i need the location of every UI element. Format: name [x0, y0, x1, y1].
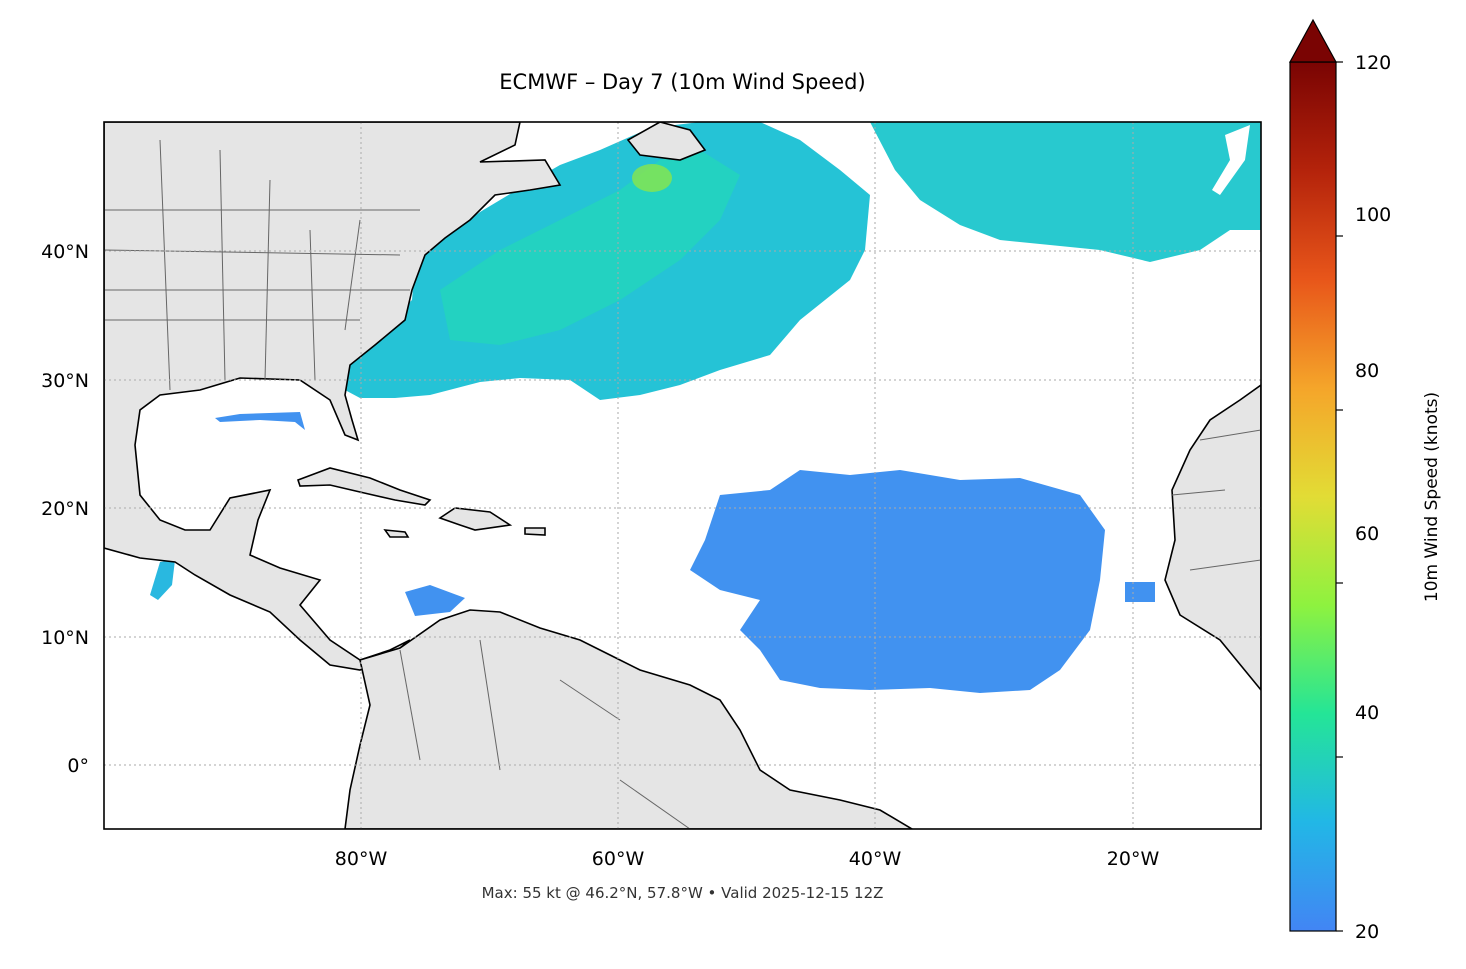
colorbar-tick-label: 120 [1355, 52, 1391, 74]
wind-region-carib [405, 585, 465, 616]
wind-region-pacific [150, 560, 175, 600]
colorbar-tick-label: 20 [1355, 921, 1379, 943]
land-africa [1164, 384, 1261, 692]
lat-tick-label: 10°N [41, 627, 89, 649]
map-title: ECMWF – Day 7 (10m Wind Speed) [499, 70, 866, 94]
lat-tick-label: 20°N [41, 498, 89, 520]
land-puerto-rico [524, 527, 546, 536]
colorbar-tick-label: 80 [1355, 360, 1379, 382]
wind-region-nw-core [440, 150, 740, 345]
wind-field [150, 122, 1261, 693]
lon-tick-label: 60°W [592, 848, 645, 870]
colorbar-tick-label: 40 [1355, 702, 1379, 724]
lon-tick-label: 20°W [1107, 848, 1160, 870]
colorbar-ticks: 20 40 60 80 100 120 [1355, 52, 1391, 943]
colorbar: 20 40 60 80 100 120 [1288, 18, 1391, 943]
colorbar-tick-label: 60 [1355, 523, 1379, 545]
lat-tick-labels: 40°N 30°N 20°N 10°N 0° [41, 241, 89, 777]
land-cuba [296, 467, 432, 506]
colorbar-scale [1289, 61, 1337, 932]
wind-max-area [632, 164, 672, 192]
wind-region-tropics [690, 470, 1105, 693]
map-frame [103, 121, 1262, 830]
state-borders [104, 139, 1261, 829]
max-wind-footer: Max: 55 kt @ 46.2°N, 57.8°W • Valid 2025… [481, 884, 884, 902]
lat-tick-label: 40°N [41, 241, 89, 263]
colorbar-extend-arrow [1288, 18, 1338, 63]
colorbar-tick-label: 100 [1355, 204, 1391, 226]
wind-region-ne-gap [1212, 125, 1250, 195]
land-jamaica [383, 529, 410, 538]
lon-tick-label: 80°W [335, 848, 388, 870]
land-north-america [104, 122, 562, 671]
lat-tick-label: 0° [67, 755, 89, 777]
wind-region-east [1125, 582, 1155, 602]
land-masses [104, 122, 1261, 829]
lon-tick-label: 40°W [849, 848, 902, 870]
lat-tick-label: 30°N [41, 370, 89, 392]
wind-region-ne-atlantic [870, 122, 1261, 262]
lon-tick-labels: 80°W 60°W 40°W 20°W [335, 848, 1160, 870]
land-newfoundland [626, 122, 707, 161]
land-south-america [344, 609, 914, 829]
colorbar-label: 10m Wind Speed (knots) [1422, 391, 1442, 603]
wind-region-gulf [215, 412, 305, 430]
